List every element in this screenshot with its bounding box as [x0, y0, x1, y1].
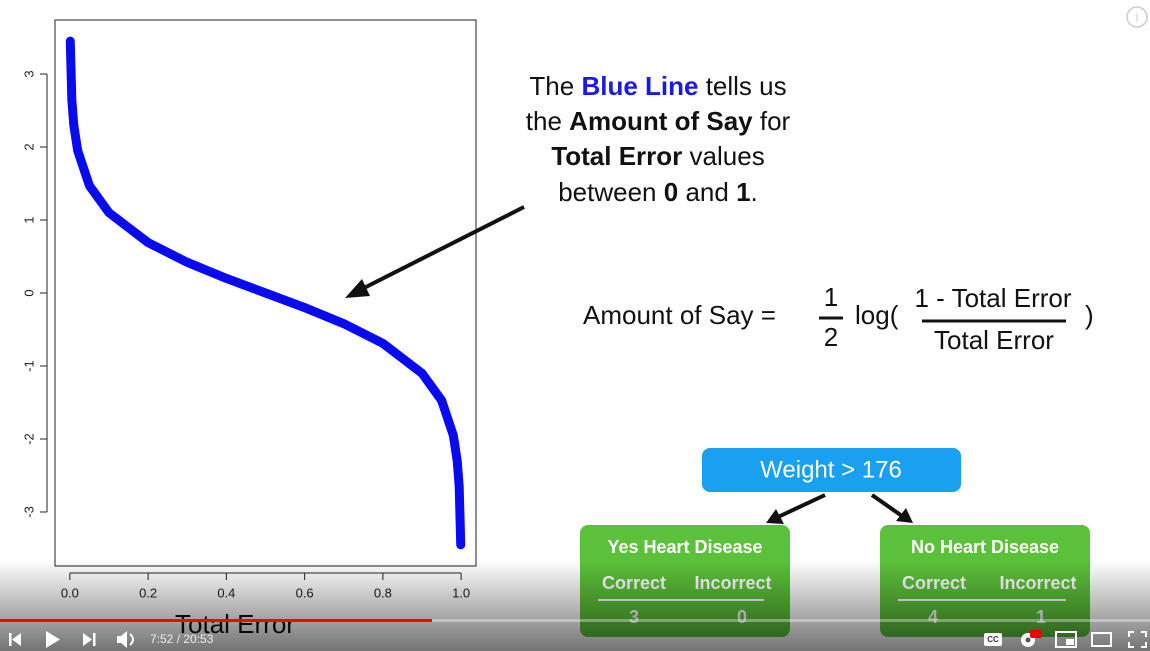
annotation-text: 0	[664, 177, 678, 207]
play-button[interactable]	[46, 631, 60, 648]
y-tick-label: -3	[21, 506, 36, 518]
annotation-text: between	[558, 177, 656, 207]
y-tick-label: 0	[21, 289, 36, 296]
annotation-text: The	[529, 71, 574, 101]
settings-hole	[1025, 637, 1031, 643]
miniplayer-inner	[1066, 639, 1074, 645]
arrow-head	[896, 508, 913, 523]
annotation-text: Blue Line	[581, 71, 698, 101]
formula-text: 2	[824, 322, 838, 352]
info-button[interactable]	[1126, 6, 1148, 28]
annotation-text: for	[760, 106, 791, 136]
formula: Amount of Say = 1 2 log( 1 - Total Error…	[583, 282, 1094, 355]
y-tick-label: 1	[21, 216, 36, 223]
annotation-text: Amount of Say	[569, 106, 753, 136]
formula-text: 1 - Total Error	[914, 283, 1071, 313]
edge	[870, 493, 904, 518]
progress-played	[0, 619, 432, 622]
formula-lhs: Amount of Say =	[583, 300, 776, 330]
annotation-text: the	[526, 106, 562, 136]
annotation-text: 1	[736, 177, 750, 207]
arrow-head	[766, 509, 784, 524]
y-tick-label: -1	[21, 360, 36, 372]
annotation: The Blue Line tells us the Amount of Say…	[526, 71, 791, 207]
next-button[interactable]	[83, 633, 96, 646]
theater-button[interactable]	[1091, 632, 1112, 647]
data-line	[65, 36, 466, 550]
leaf-title: No Heart Disease	[911, 537, 1059, 557]
progress-track[interactable]	[0, 619, 1150, 622]
fullscreen-button[interactable]	[1128, 631, 1147, 648]
prev-button[interactable]	[9, 633, 21, 646]
captions-button[interactable]	[984, 633, 1002, 646]
leaf-title: Yes Heart Disease	[607, 537, 762, 557]
svg-text:the Amount of Say for: the Amount of Say for	[526, 106, 791, 136]
annotation-text: .	[751, 177, 758, 207]
time-display: 7:52 / 20:53	[150, 632, 214, 646]
y-tick-label: -2	[21, 433, 36, 445]
y-tick-label: 3	[21, 70, 36, 77]
arrow-head	[345, 279, 370, 298]
volume-button[interactable]	[117, 631, 127, 648]
info-icon: i	[1135, 9, 1139, 24]
y-tick-label: 2	[21, 143, 36, 150]
formula-text: log(	[855, 300, 899, 330]
cc-icon: CC	[987, 635, 999, 644]
root-label: Weight > 176	[760, 456, 902, 483]
formula-text: )	[1085, 300, 1094, 330]
formula-text: Total Error	[934, 325, 1054, 355]
root-node	[702, 448, 961, 492]
arrow	[355, 205, 525, 294]
annotation-text: and	[685, 177, 728, 207]
svg-text:The Blue Line tells us: The Blue Line tells us	[529, 71, 786, 101]
player-controls: 7:52 / 20:53 CC	[9, 630, 1147, 648]
svg-text:between 0 and 1.: between 0 and 1.	[558, 177, 758, 207]
annotation-text: Total Error	[551, 141, 682, 171]
svg-text:Total Error values: Total Error values	[551, 141, 764, 171]
annotation-text: tells us	[706, 71, 787, 101]
formula-text: 1	[824, 282, 838, 312]
hd-badge	[1030, 630, 1042, 638]
annotation-text: values	[690, 141, 765, 171]
miniplayer-button[interactable]	[1055, 631, 1077, 648]
edge	[777, 493, 826, 519]
controls-shade	[0, 560, 1150, 651]
volume-wave	[129, 633, 134, 646]
